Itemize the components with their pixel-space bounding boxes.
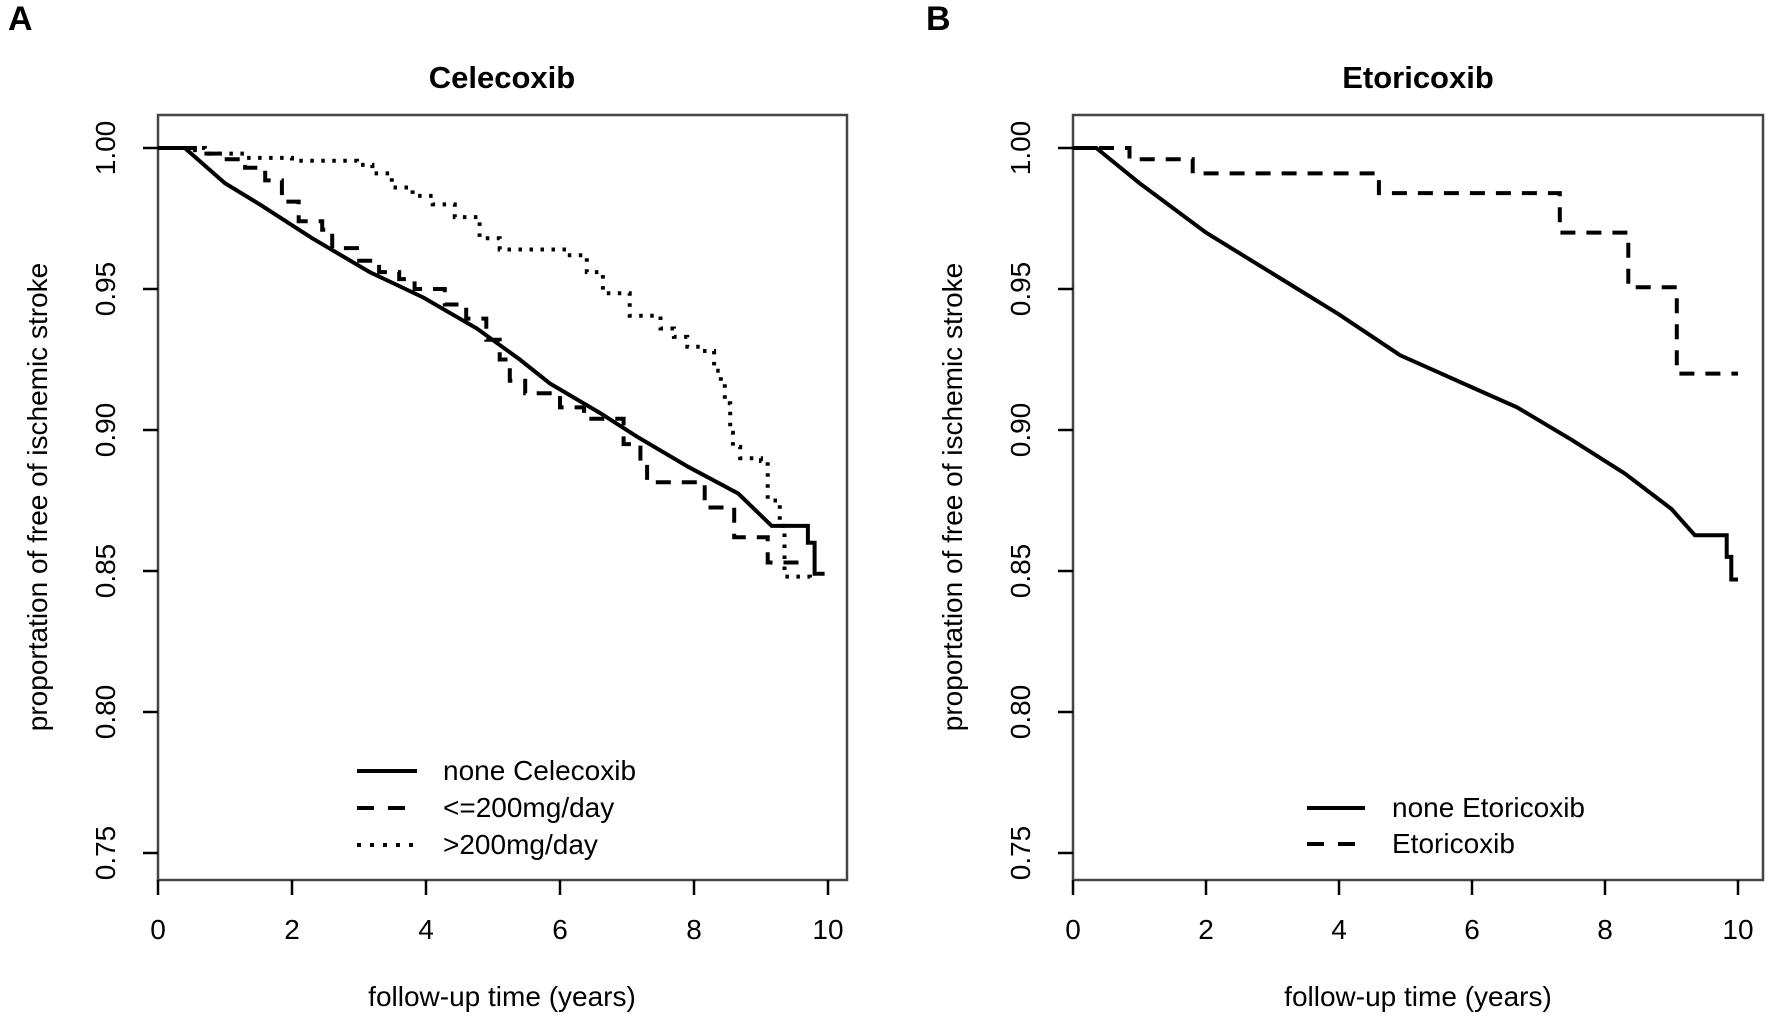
x-tick-label: 2 (1198, 914, 1214, 945)
x-tick-label: 10 (1722, 914, 1754, 945)
series-curve-dotted (158, 146, 812, 580)
x-tick-label: 6 (552, 914, 568, 945)
y-tick-label: 0.90 (1005, 402, 1036, 458)
y-tick-label: 0.80 (1005, 684, 1036, 740)
panel-label-a: A (8, 0, 33, 38)
x-tick-label: 4 (418, 914, 434, 945)
y-tick-label: 0.80 (90, 684, 121, 740)
y-tick-label: 0.75 (1005, 825, 1036, 881)
chart-title-celecoxib: Celecoxib (428, 60, 576, 95)
legend-label: Etoricoxib (1392, 828, 1515, 859)
y-tick-label: 1.00 (90, 120, 121, 176)
x-axis-title-a: follow-up time (years) (368, 981, 636, 1012)
legend-label: >200mg/day (443, 829, 598, 860)
y-tick-label: 0.75 (90, 825, 121, 881)
y-tick-label: 0.85 (90, 543, 121, 599)
x-tick-label: 4 (1331, 914, 1347, 945)
x-tick-label: 0 (1065, 914, 1081, 945)
y-tick-label: 0.85 (1005, 543, 1036, 599)
legend-label: none Celecoxib (443, 755, 637, 786)
y-tick-label: 1.00 (1005, 120, 1036, 176)
x-tick-label: 6 (1464, 914, 1480, 945)
x-tick-label: 2 (284, 914, 300, 945)
x-tick-label: 8 (686, 914, 702, 945)
series-curve-dashed (158, 146, 808, 565)
chart-title-etoricoxib: Etoricoxib (1342, 60, 1494, 95)
series-curve-solid (1073, 146, 1738, 582)
legend-label: none Etoricoxib (1392, 792, 1586, 823)
x-axis-title-b: follow-up time (years) (1284, 981, 1552, 1012)
y-tick-label: 0.90 (90, 402, 121, 458)
x-tick-label: 8 (1597, 914, 1613, 945)
plot-frame (156, 113, 849, 882)
y-axis-title-a: proportation of free of ischemic stroke (22, 262, 53, 732)
legend-label: <=200mg/day (443, 792, 615, 823)
series-curve-solid (158, 146, 825, 576)
series-curve-dashed (1073, 146, 1738, 376)
y-tick-label: 0.95 (1005, 261, 1036, 317)
y-tick-label: 0.95 (90, 261, 121, 317)
x-tick-label: 10 (812, 914, 844, 945)
plot-frame (1071, 113, 1765, 882)
panel-label-b: B (926, 0, 951, 38)
x-tick-label: 0 (150, 914, 166, 945)
y-axis-title-b: proportation of free of ischemic stroke (937, 262, 968, 732)
